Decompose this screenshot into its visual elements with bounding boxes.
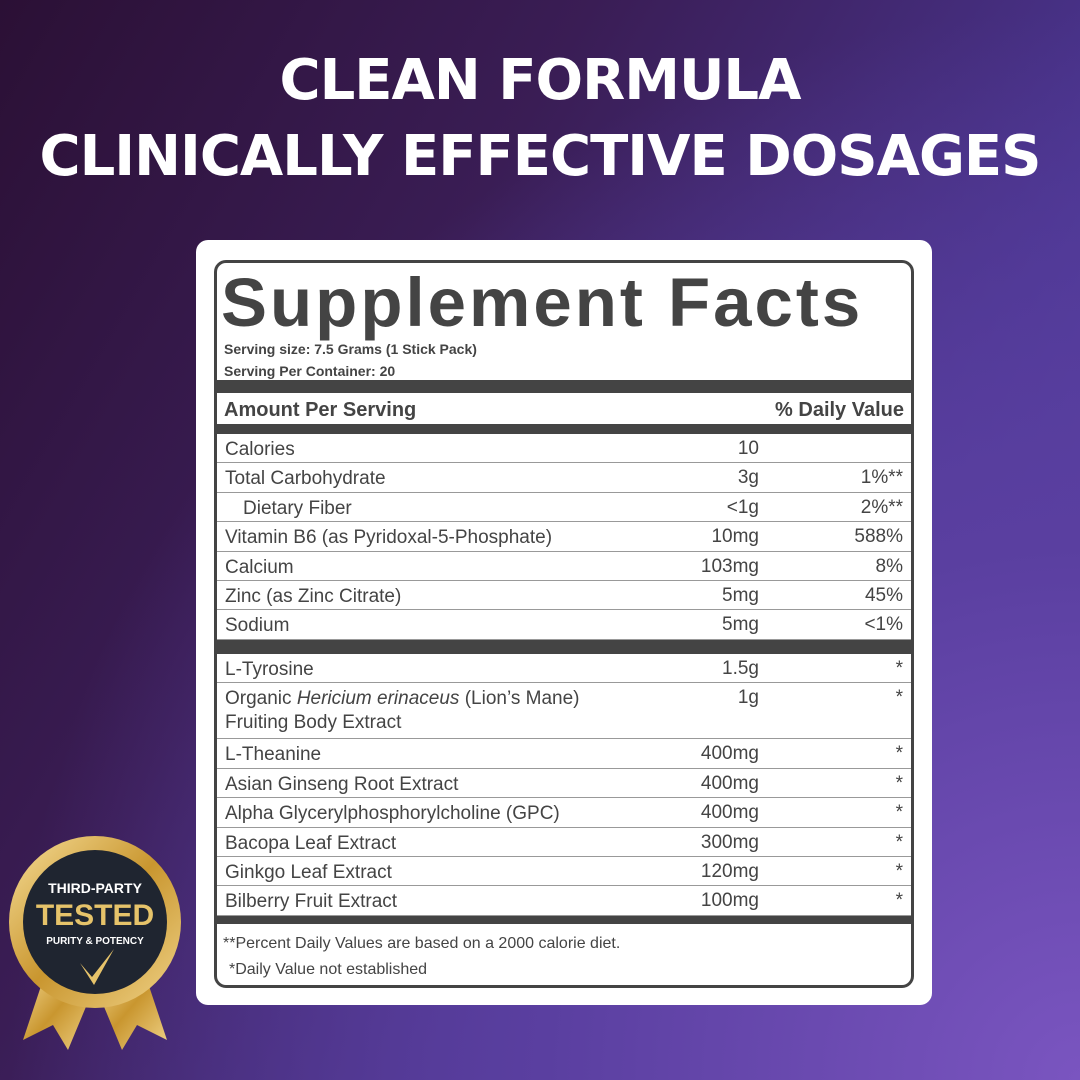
- row-name: Zinc (as Zinc Citrate): [225, 586, 402, 607]
- table-row: Total Carbohydrate 3g 1%**: [217, 463, 911, 493]
- row-amount: 400mg: [700, 743, 759, 765]
- servings-per-container: Serving Per Container: 20: [224, 363, 396, 379]
- row-amount: 120mg: [700, 861, 759, 882]
- row-name: L-Theanine: [225, 744, 322, 766]
- label-title: Supplement Facts: [221, 264, 864, 341]
- row-amount: 103mg: [700, 555, 759, 577]
- row-amount: 3g: [737, 467, 759, 489]
- row-name: Alpha Glycerylphosphorylcholine (GPC): [225, 803, 560, 825]
- daily-value-header: % Daily Value: [775, 399, 904, 421]
- row-amount: 100mg: [700, 890, 759, 912]
- table-row: L-Theanine 400mg *: [217, 739, 911, 769]
- checkmark-icon: [80, 949, 114, 985]
- table-header: Amount Per Serving % Daily Value: [217, 396, 911, 425]
- row-name: Asian Ginseng Root Extract: [225, 773, 459, 795]
- row-name: Bilberry Fruit Extract: [225, 891, 398, 913]
- row-name: Total Carbohydrate: [225, 468, 386, 490]
- row-name: L-Tyrosine: [225, 659, 314, 680]
- row-amount: 10: [737, 438, 759, 459]
- row-name: Calories: [225, 439, 295, 460]
- table-row: Calcium 103mg 8%: [217, 552, 911, 581]
- row-daily-value: *: [895, 861, 903, 882]
- row-name-part: (Lion’s Mane): [459, 688, 580, 710]
- table-row: Zinc (as Zinc Citrate) 5mg 45%: [217, 581, 911, 611]
- badge-line-1: THIRD-PARTY: [48, 880, 143, 896]
- badge-line-3: PURITY & POTENCY: [46, 936, 144, 947]
- divider-bar: [217, 640, 911, 654]
- row-daily-value: 45%: [864, 585, 903, 606]
- table-row: Vitamin B6 (as Pyridoxal-5-Phosphate) 10m…: [217, 522, 911, 552]
- row-daily-value: *: [895, 831, 903, 853]
- row-daily-value: *: [895, 772, 903, 794]
- row-daily-value: 1%**: [860, 467, 903, 489]
- row-name: Ginkgo Leaf Extract: [225, 862, 392, 883]
- divider-bar: [217, 916, 911, 924]
- row-name: Sodium: [225, 615, 290, 637]
- row-name-part: Hericium erinaceus: [296, 688, 460, 710]
- row-daily-value: 8%: [875, 555, 903, 577]
- amount-per-serving-header: Amount Per Serving: [224, 399, 417, 421]
- row-daily-value: 2%**: [860, 496, 903, 518]
- row-daily-value: <1%: [864, 614, 903, 636]
- row-amount: <1g: [726, 496, 759, 518]
- table-row: Organic Hericium erinaceus (Lion’s Mane)…: [217, 683, 911, 740]
- row-amount: 1.5g: [722, 658, 759, 679]
- row-name-part: Organic: [225, 688, 297, 710]
- divider-bar: [217, 424, 911, 434]
- row-amount: 1g: [737, 687, 759, 709]
- row-daily-value: *: [895, 658, 903, 679]
- row-daily-value: 588%: [854, 526, 903, 548]
- supplement-facts-label: Supplement Facts Serving size: 7.5 Grams…: [214, 260, 914, 988]
- footnote-daily-values: **Percent Daily Values are based on a 20…: [223, 935, 621, 952]
- row-name: Calcium: [225, 556, 294, 578]
- table-row: Asian Ginseng Root Extract 400mg *: [217, 769, 911, 799]
- third-party-tested-badge: THIRD-PARTY TESTED PURITY & POTENCY: [8, 835, 182, 1055]
- row-name: Vitamin B6 (as Pyridoxal-5-Phosphate): [225, 527, 553, 549]
- row-amount: 5mg: [722, 585, 759, 606]
- row-daily-value: *: [895, 687, 903, 709]
- row-amount: 400mg: [700, 772, 759, 794]
- supplement-facts-card: Supplement Facts Serving size: 7.5 Grams…: [196, 240, 932, 1005]
- row-amount: 300mg: [700, 831, 759, 853]
- table-row: Dietary Fiber <1g 2%**: [217, 493, 911, 523]
- table-row: Bacopa Leaf Extract 300mg *: [217, 828, 911, 857]
- table-row: Sodium 5mg <1%: [217, 610, 911, 640]
- row-name: Bacopa Leaf Extract: [225, 832, 397, 854]
- row-daily-value: *: [895, 743, 903, 765]
- row-daily-value: *: [895, 890, 903, 912]
- row-amount: 5mg: [722, 614, 759, 636]
- badge-seal-icon: THIRD-PARTY TESTED PURITY & POTENCY: [9, 836, 181, 1050]
- table-row: L-Tyrosine 1.5g *: [217, 654, 911, 684]
- divider-bar: [217, 380, 911, 393]
- row-amount: 10mg: [711, 526, 759, 548]
- row-name-part: Fruiting Body Extract: [225, 712, 402, 734]
- row-amount: 400mg: [700, 802, 759, 824]
- table-row: Alpha Glycerylphosphorylcholine (GPC) 400…: [217, 798, 911, 828]
- row-name: Organic Hericium erinaceus (Lion’s Mane)…: [225, 687, 579, 735]
- table-row: Calories 10: [217, 434, 911, 464]
- badge-line-2: TESTED: [36, 899, 154, 932]
- row-name: Dietary Fiber: [243, 497, 352, 519]
- serving-size: Serving size: 7.5 Grams (1 Stick Pack): [224, 341, 477, 357]
- footnote-not-established: *Daily Value not established: [229, 961, 428, 978]
- table-row: Bilberry Fruit Extract 100mg *: [217, 886, 911, 916]
- headline-line-1: CLEAN FORMULA: [279, 48, 802, 113]
- table-row: Ginkgo Leaf Extract 120mg *: [217, 857, 911, 887]
- headline-line-2: CLINICALLY EFFECTIVE DOSAGES: [39, 124, 1042, 189]
- row-daily-value: *: [895, 802, 903, 824]
